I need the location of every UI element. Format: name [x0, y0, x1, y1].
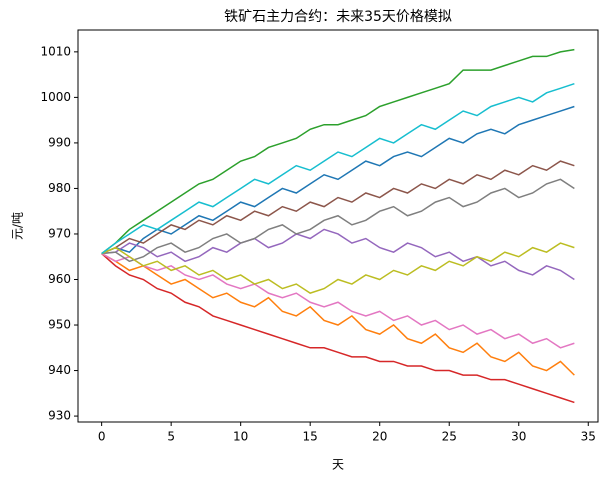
series-line	[101, 178, 575, 263]
y-tick-label: 980	[48, 181, 71, 195]
x-tick-label: 10	[233, 430, 248, 444]
y-tick-label: 990	[48, 135, 71, 149]
y-tick-label: 1000	[40, 90, 71, 104]
x-tick-label: 5	[167, 430, 175, 444]
series-line	[101, 252, 575, 404]
x-tick-label: 35	[581, 430, 596, 444]
y-tick-label: 970	[48, 226, 71, 240]
x-tick-label: 30	[511, 430, 526, 444]
x-tick-label: 0	[98, 430, 106, 444]
series-line	[101, 242, 575, 294]
x-tick-label: 15	[303, 430, 318, 444]
series-line	[101, 228, 575, 281]
y-tick-label: 960	[48, 272, 71, 286]
x-axis-label: 天	[332, 458, 344, 472]
plot-frame	[77, 29, 599, 423]
y-tick-label: 1010	[40, 44, 71, 58]
series-line	[101, 160, 575, 255]
x-tick-label: 25	[442, 430, 457, 444]
y-tick-label: 940	[48, 363, 71, 377]
y-axis-label: 元/吨	[11, 212, 25, 240]
series-line	[101, 105, 575, 255]
series-line	[101, 83, 575, 255]
series-line	[101, 252, 575, 376]
series-line	[101, 252, 575, 349]
y-tick-label: 930	[48, 409, 71, 423]
x-tick-label: 20	[372, 430, 387, 444]
series-line	[101, 48, 575, 255]
chart-title: 铁矿石主力合约：未来35天价格模拟	[224, 9, 452, 25]
y-tick-label: 950	[48, 318, 71, 332]
